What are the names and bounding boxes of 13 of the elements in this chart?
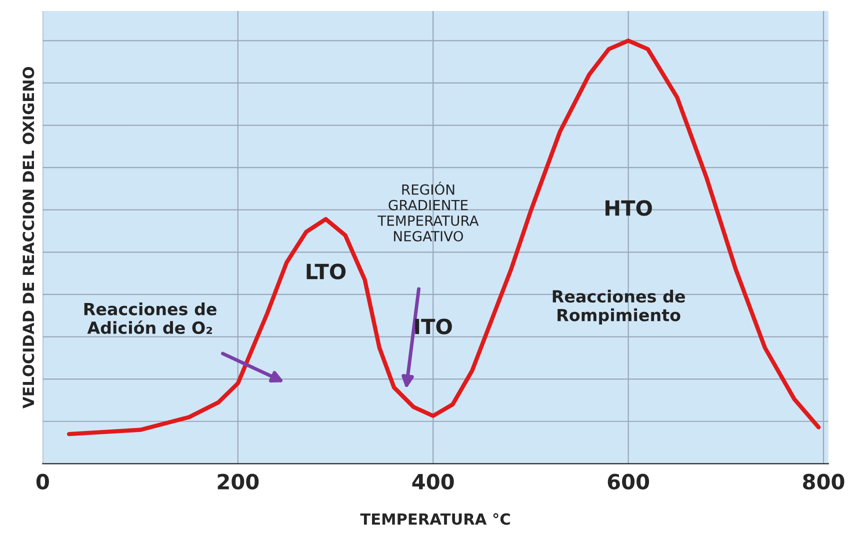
x-tick-label: 800: [803, 474, 844, 490]
annotation: Reacciones de Rompimiento: [552, 290, 685, 325]
x-tick-label: 400: [412, 474, 454, 490]
x-tick-label: 200: [218, 474, 259, 490]
annotation: REGIÓN GRADIENTE TEMPERATURA NEGATIVO: [378, 182, 479, 242]
annotation: ITO: [415, 318, 452, 334]
x-tick-label: 0: [36, 474, 49, 490]
annotation: LTO: [306, 264, 346, 280]
annotation: HTO: [606, 200, 652, 216]
annotation: Reacciones de Adición de O₂: [84, 302, 216, 334]
y-axis-title: VELOCIDAD DE REACCION DEL OXIGENO: [22, 66, 34, 408]
x-axis-title: TEMPERATURA °C: [360, 513, 510, 525]
x-tick-label: 600: [608, 474, 650, 490]
